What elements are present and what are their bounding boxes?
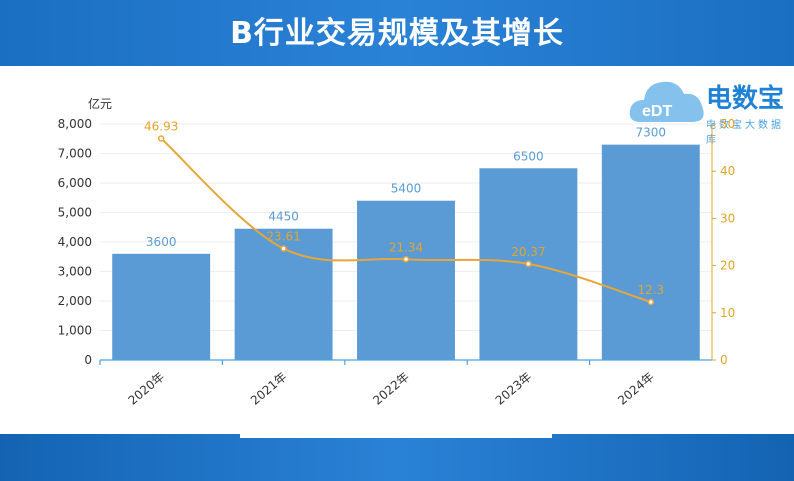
y-tick-label: 7,000 (58, 147, 92, 161)
y-tick-label: 4,000 (58, 235, 92, 249)
brand-logo: eDT 电数宝 电数宝大数据库 (628, 70, 794, 146)
footer-band (0, 434, 794, 481)
y2-tick-label: 0 (720, 353, 728, 367)
growth-point (647, 298, 655, 306)
bar-value-label: 7300 (636, 126, 667, 140)
bar (112, 253, 211, 360)
y-tick-label: 0 (84, 353, 92, 367)
y2-tick-label: 50 (720, 117, 735, 131)
bar-value-label: 3600 (146, 235, 177, 249)
bar (357, 200, 455, 360)
x-tick-label: 2023年 (493, 370, 535, 408)
y-tick-label: 8,000 (58, 117, 92, 131)
y-tick-label: 1,000 (58, 324, 92, 338)
y2-tick-label: 30 (720, 211, 735, 225)
growth-point (280, 245, 287, 252)
growth-point (402, 256, 410, 263)
bar-value-label: 6500 (513, 149, 544, 163)
y2-tick-label: 10 (720, 306, 735, 320)
growth-value-label: 21.34 (389, 240, 423, 254)
growth-point (525, 260, 532, 268)
x-tick-label: 2021年 (248, 370, 290, 408)
x-tick-label: 2024年 (615, 370, 657, 408)
y-tick-label: 5,000 (58, 206, 92, 220)
footer-gap (240, 430, 552, 438)
x-tick-label: 2022年 (370, 370, 412, 408)
header-band (0, 0, 794, 66)
y2-tick-label: 20 (720, 259, 735, 273)
x-tick-label: 2020年 (126, 370, 168, 408)
cloud-icon: eDT (629, 81, 704, 122)
y-tick-label: 3,000 (58, 265, 92, 279)
bar-value-label: 5400 (391, 182, 422, 196)
y-tick-label: 6,000 (58, 176, 92, 190)
growth-value-label: 23.61 (266, 230, 300, 244)
y-axis-unit: 亿元 (88, 96, 112, 111)
bar-value-label: 4450 (268, 210, 299, 224)
growth-point (157, 135, 165, 142)
y2-tick-label: 40 (720, 164, 735, 178)
growth-value-label: 20.37 (511, 245, 545, 259)
bar (601, 144, 700, 360)
y-tick-label: 2,000 (58, 294, 92, 308)
logo-badge: eDT (642, 103, 672, 120)
logo-name: 电数宝 (706, 84, 785, 114)
bar-series: 3600 4450 5400 6500 7300 (112, 126, 700, 360)
growth-value-label: 12.3 (637, 283, 664, 297)
growth-value-label: 46.93 (144, 119, 178, 133)
growth-series: 46.93 23.61 21.34 20.37 12.3 (144, 119, 664, 306)
chart-title: B行业交易规模及其增长 (230, 16, 564, 51)
logo-subtitle: 电数宝大数据库 (706, 120, 784, 146)
